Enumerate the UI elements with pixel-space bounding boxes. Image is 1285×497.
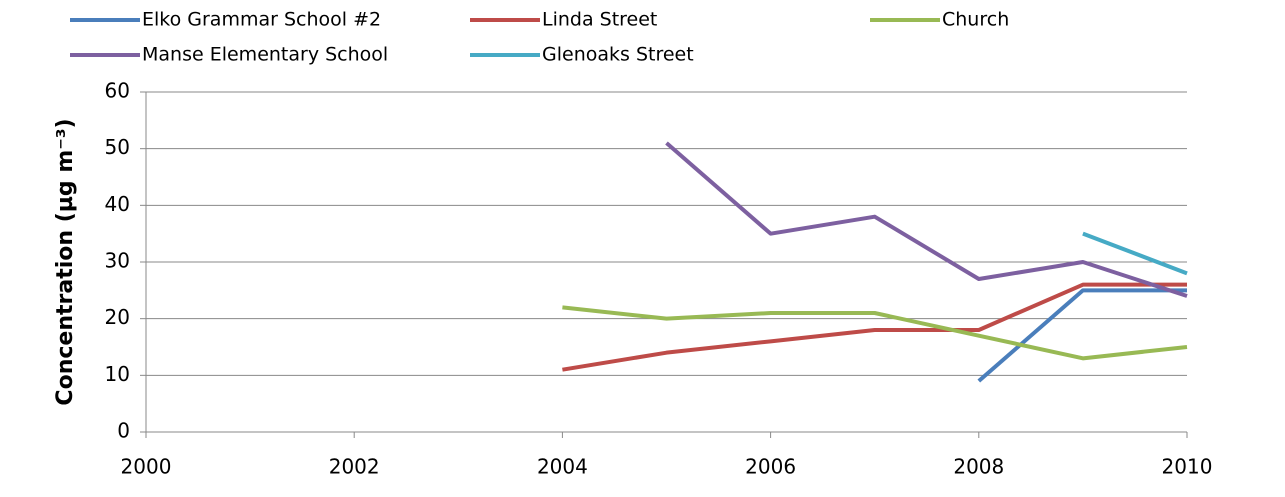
y-tick-label: 40 <box>105 192 130 216</box>
legend-label: Linda Street <box>542 9 657 31</box>
y-tick-label: 10 <box>105 362 130 386</box>
legend-label: Manse Elementary School <box>142 44 388 66</box>
x-tick-label: 2004 <box>537 455 588 479</box>
y-axis-label: Concentration (µg m⁻³) <box>53 118 78 405</box>
y-tick-label: 0 <box>117 419 130 443</box>
legend-label: Glenoaks Street <box>542 44 694 66</box>
y-tick-label: 50 <box>105 135 130 159</box>
legend-label: Church <box>942 9 1009 31</box>
x-tick-label: 2000 <box>121 455 172 479</box>
y-tick-label: 30 <box>105 249 130 273</box>
x-tick-label: 2006 <box>745 455 796 479</box>
x-tick-label: 2002 <box>329 455 380 479</box>
series-line <box>665 141 1188 298</box>
y-tick-label: 60 <box>105 79 130 103</box>
series-line <box>977 288 1187 383</box>
x-tick-label: 2008 <box>953 455 1004 479</box>
y-tick-label: 20 <box>105 305 130 329</box>
x-tick-label: 2010 <box>1162 455 1213 479</box>
series-line <box>562 305 1188 361</box>
legend-label: Elko Grammar School #2 <box>142 9 381 31</box>
series-line <box>562 282 1187 372</box>
series-line <box>1082 231 1188 276</box>
